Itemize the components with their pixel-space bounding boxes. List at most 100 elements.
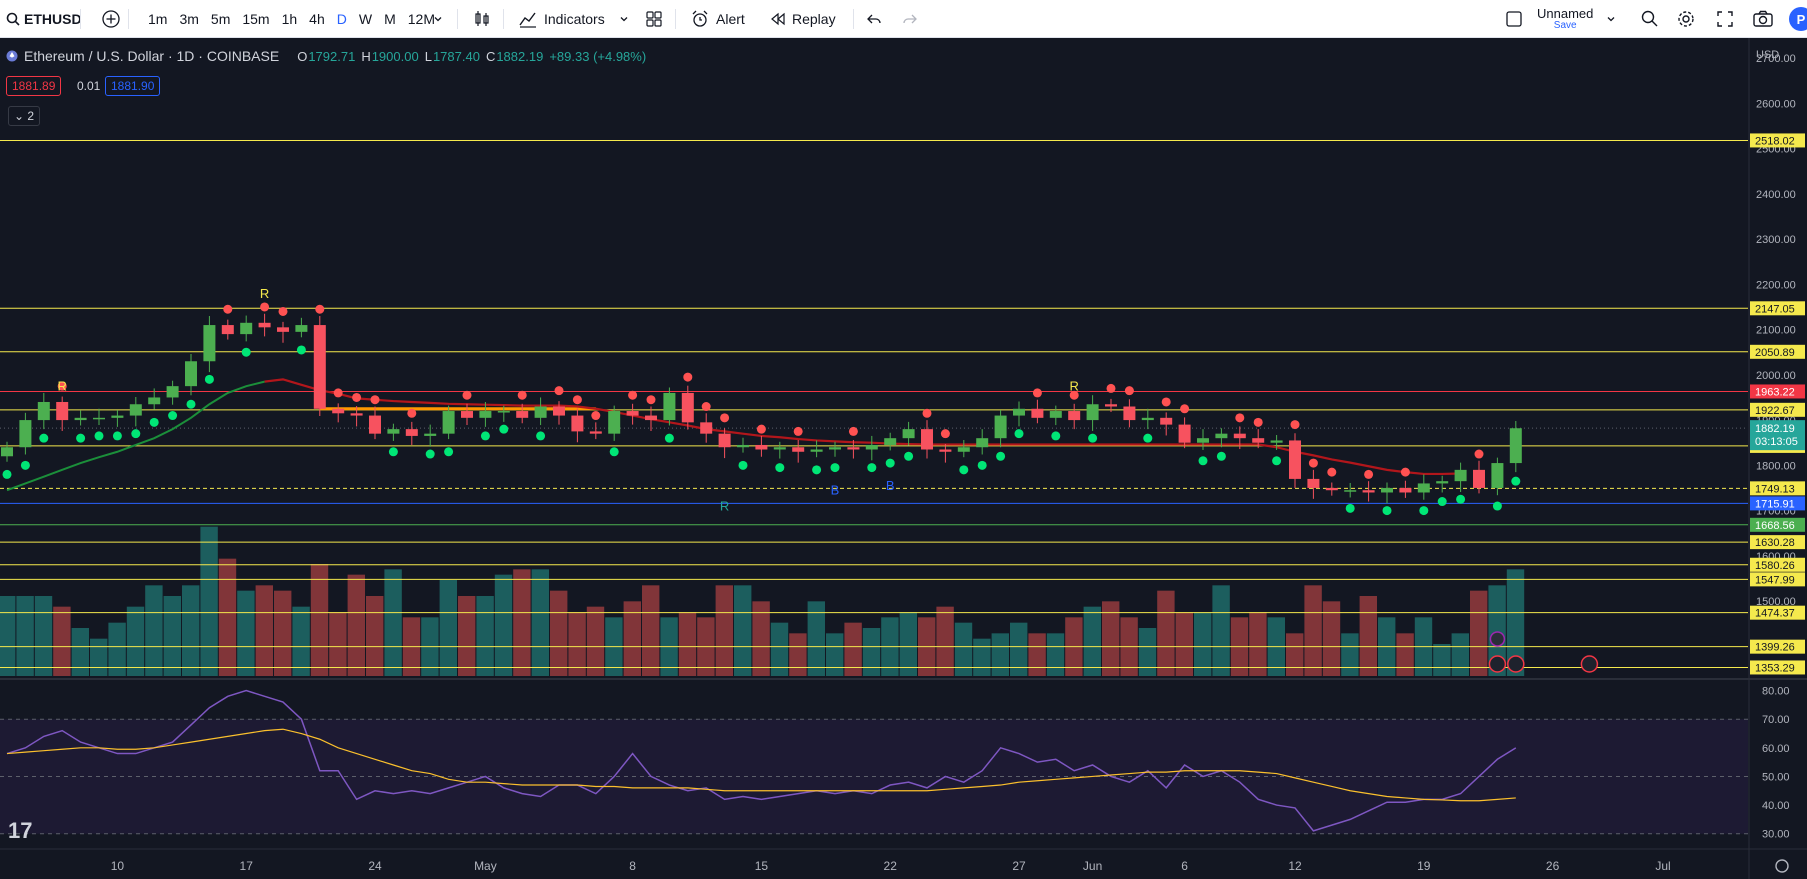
bid-price-button[interactable]: 1881.89 — [6, 76, 62, 96]
level-price-label: 2147.05 — [1755, 303, 1795, 315]
sar-dot — [57, 381, 67, 391]
interval-5m[interactable]: 5m — [210, 11, 231, 27]
volume-bar — [347, 574, 365, 676]
toolbar-divider — [503, 9, 504, 29]
sar-dot — [1051, 431, 1061, 441]
volume-bar — [366, 596, 384, 676]
high-label: H — [361, 48, 371, 64]
symbol-label: ETHUSD — [24, 11, 82, 27]
candle-body — [1362, 490, 1375, 493]
rsi-tick-label: 70.00 — [1762, 714, 1790, 726]
volume-bar — [16, 596, 34, 676]
volume-bar — [513, 569, 531, 676]
candle-body — [19, 420, 32, 448]
fullscreen-button[interactable] — [1716, 0, 1734, 38]
volume-bar — [200, 526, 218, 676]
indicators-button[interactable]: Indicators — [518, 0, 605, 38]
us-flag-event-icon[interactable] — [1488, 655, 1507, 673]
currency-label[interactable]: USD — [1756, 49, 1779, 61]
price-tick-label: 2000.00 — [1756, 370, 1796, 382]
layout-name-button[interactable]: Unnamed Save — [1537, 0, 1593, 38]
volume-bar — [826, 633, 844, 676]
sar-dot — [352, 392, 362, 402]
candle-body — [626, 411, 639, 416]
sar-dot — [1032, 388, 1042, 398]
ask-price-button[interactable]: 1881.90 — [105, 76, 161, 96]
sar-dot — [1124, 386, 1134, 396]
price-tick-label: 1500.00 — [1756, 596, 1796, 608]
level-price-tag — [1750, 344, 1805, 359]
moving-average-line — [6, 380, 265, 492]
replay-button[interactable]: Replay — [770, 0, 836, 38]
indicators-dropdown-button[interactable] — [619, 0, 629, 38]
toolbar-divider — [80, 9, 81, 29]
interval-15m[interactable]: 15m — [242, 11, 270, 27]
time-tick-label: May — [474, 859, 497, 873]
rsi-tick-label: 30.00 — [1762, 829, 1790, 841]
settings-button[interactable] — [1676, 0, 1696, 38]
lightning-event-icon[interactable] — [1489, 631, 1506, 647]
sar-dot — [848, 426, 858, 436]
candle-body — [718, 433, 731, 448]
profile-button[interactable]: P — [1789, 0, 1807, 38]
interval-1m[interactable]: 1m — [148, 11, 168, 27]
redo-button[interactable] — [902, 0, 918, 38]
interval-1h[interactable]: 1h — [281, 11, 298, 27]
us-flag-event-icon[interactable] — [1507, 655, 1525, 673]
sar-dot — [536, 431, 546, 441]
volume-bar — [1212, 585, 1230, 676]
volume-bar — [936, 606, 954, 676]
layout-menu-button[interactable] — [1606, 0, 1616, 38]
candle-body — [461, 411, 473, 418]
volume-bar — [1506, 569, 1525, 676]
sar-dot — [1235, 413, 1245, 423]
candle-body — [111, 415, 124, 418]
alert-button[interactable]: Alert — [690, 0, 745, 38]
time-tick-label: 17 — [240, 859, 254, 873]
candle-body — [1252, 438, 1265, 443]
layout-checkbox[interactable] — [1505, 0, 1523, 38]
interval-d[interactable]: D — [336, 11, 347, 27]
gear-icon — [1678, 11, 1694, 27]
sar-dot — [646, 395, 656, 405]
snapshot-button[interactable] — [1752, 0, 1774, 38]
chart-area[interactable]: R R R B B R 2700.00 2600.00 2500.00 2400.00 2300.0… — [0, 38, 1807, 879]
candle-body — [74, 417, 87, 421]
interval-dropdown-button[interactable] — [433, 0, 443, 38]
toolbar-divider — [457, 9, 458, 29]
chart-type-button[interactable] — [472, 0, 492, 38]
level-price-tag — [1750, 639, 1805, 654]
sar-dot — [388, 447, 398, 457]
sar-dot — [112, 431, 122, 441]
volume-bar — [623, 601, 641, 676]
volume-bar — [126, 606, 145, 676]
axis-settings-gear-icon[interactable] — [1775, 859, 1789, 873]
interval-m[interactable]: M — [384, 11, 396, 27]
volume-bar — [568, 612, 586, 676]
level-price-label: 1353.29 — [1755, 662, 1795, 674]
undo-button[interactable] — [866, 0, 882, 38]
compare-symbol-button[interactable] — [101, 0, 121, 38]
interval-3m[interactable]: 3m — [179, 11, 199, 27]
candle-body — [792, 447, 805, 452]
interval-12m[interactable]: 12M — [407, 11, 435, 27]
interval-w[interactable]: W — [358, 11, 373, 27]
layouts-button[interactable] — [645, 0, 663, 38]
quick-search-button[interactable] — [1640, 0, 1660, 38]
sar-dot — [1437, 497, 1447, 507]
us-flag-event-icon[interactable] — [1580, 655, 1599, 673]
volume-bar — [862, 628, 881, 676]
price-tick-label: 2300.00 — [1756, 234, 1796, 246]
interval-4h[interactable]: 4h — [309, 11, 325, 27]
sar-dot — [39, 433, 49, 443]
series-title: Ethereum / U.S. Dollar · 1D · COINBASE — [24, 48, 280, 64]
symbol-search-button[interactable]: ETHUSD — [6, 0, 82, 38]
sar-dot — [370, 395, 380, 405]
camera-icon — [1753, 10, 1773, 27]
indicators-toggle-button[interactable]: ⌄ 2 — [8, 106, 41, 126]
rsi-tick-label: 80.00 — [1762, 686, 1790, 698]
candle-body — [277, 327, 289, 332]
sar-dot — [223, 304, 233, 314]
candle-body — [1068, 411, 1081, 421]
